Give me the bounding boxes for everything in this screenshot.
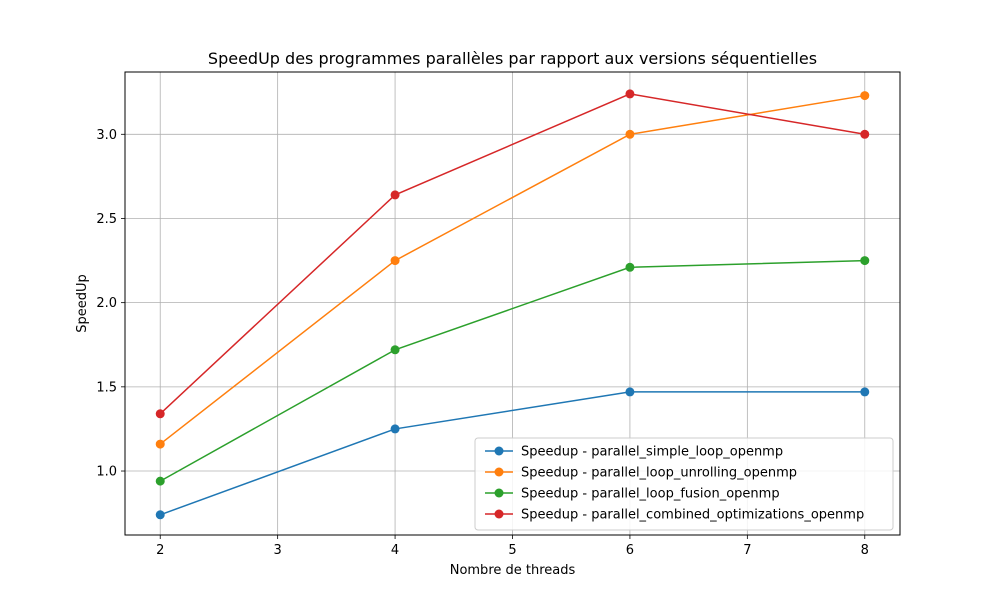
- legend-label: Speedup - parallel_loop_unrolling_openmp: [521, 466, 797, 481]
- data-point: [155, 476, 165, 486]
- legend: Speedup - parallel_simple_loop_openmp Spe…: [474, 437, 894, 531]
- series: [155, 91, 870, 449]
- series-line: [159, 259, 865, 482]
- ticks: 2 3 4 5 6 7 8 1.0 1.5 2.0 2.5 3.0: [96, 128, 869, 558]
- legend-label: Speedup - parallel_combined_optimization…: [521, 508, 864, 523]
- data-point: [155, 409, 165, 419]
- x-tick-label: 6: [626, 543, 634, 558]
- x-axis-title: Nombre de threads: [450, 563, 576, 578]
- legend-label: Speedup - parallel_simple_loop_openmp: [521, 445, 783, 460]
- legend-item: Speedup - parallel_loop_fusion_openmp: [485, 487, 780, 502]
- data-point: [860, 129, 870, 139]
- data-point: [625, 262, 635, 272]
- series: [155, 89, 870, 419]
- series-line: [159, 93, 865, 415]
- data-point: [860, 91, 870, 101]
- y-tick-label: 2.0: [96, 296, 117, 311]
- data-point: [625, 89, 635, 99]
- data-point: [155, 439, 165, 449]
- series: [155, 387, 870, 520]
- data-point: [860, 256, 870, 266]
- x-tick-label: 8: [861, 543, 869, 558]
- series-layer: [155, 89, 870, 520]
- y-tick-label: 1.0: [96, 465, 117, 480]
- legend-item: Speedup - parallel_simple_loop_openmp: [485, 445, 783, 460]
- series-line: [159, 94, 865, 445]
- x-tick-label: 2: [156, 543, 164, 558]
- data-point: [625, 129, 635, 139]
- data-point: [625, 387, 635, 397]
- y-tick-label: 2.5: [96, 212, 117, 227]
- legend-swatch-marker: [494, 488, 504, 498]
- x-tick-label: 7: [743, 543, 751, 558]
- series-line: [159, 391, 865, 516]
- x-tick-label: 3: [274, 543, 282, 558]
- data-point: [860, 387, 870, 397]
- series: [155, 256, 870, 486]
- legend-box: [474, 437, 894, 531]
- x-tick-label: 4: [391, 543, 399, 558]
- legend-item: Speedup - parallel_loop_unrolling_openmp: [485, 466, 797, 481]
- legend-swatch-marker: [494, 446, 504, 456]
- y-tick-label: 3.0: [96, 128, 117, 143]
- data-point: [390, 190, 400, 200]
- data-point: [155, 510, 165, 520]
- data-point: [390, 424, 400, 434]
- y-axis-title: SpeedUp: [75, 274, 90, 333]
- legend-item: Speedup - parallel_combined_optimization…: [485, 508, 864, 523]
- y-tick-label: 1.5: [96, 380, 117, 395]
- legend-label: Speedup - parallel_loop_fusion_openmp: [521, 487, 780, 502]
- x-tick-label: 5: [508, 543, 516, 558]
- data-point: [390, 256, 400, 266]
- legend-swatch-marker: [494, 467, 504, 477]
- data-point: [390, 345, 400, 355]
- legend-swatch-marker: [494, 509, 504, 519]
- chart-title: SpeedUp des programmes parallèles par ra…: [208, 49, 817, 68]
